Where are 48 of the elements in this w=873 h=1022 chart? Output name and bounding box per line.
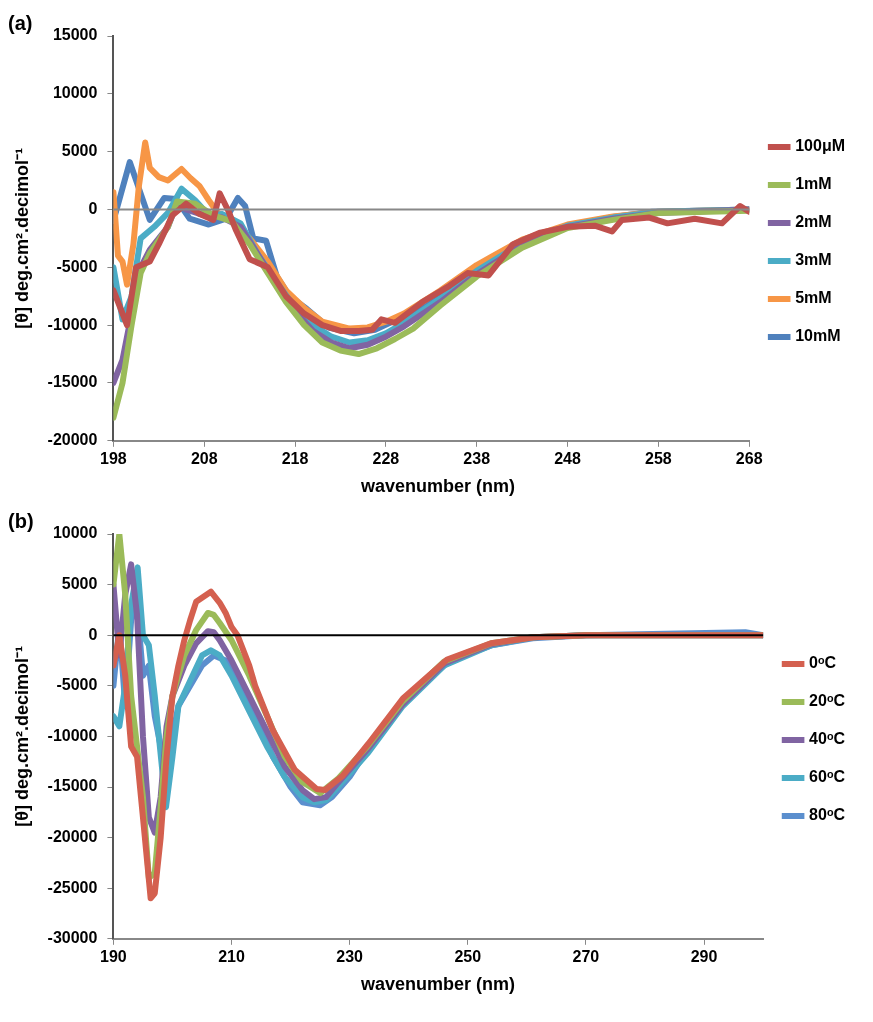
x-tick-label: 198 bbox=[100, 449, 127, 467]
y-axis-title: [θ] deg.cm².decimol⁻¹ bbox=[11, 148, 32, 329]
x-tick-label: 250 bbox=[454, 947, 482, 965]
x-tick-label: 270 bbox=[572, 947, 600, 965]
x-tick-label: 210 bbox=[218, 947, 245, 965]
x-tick-label: 238 bbox=[463, 449, 491, 467]
x-tick-label: 228 bbox=[372, 449, 400, 467]
legend-label: 3mM bbox=[795, 251, 832, 269]
legend-label: 2mM bbox=[795, 213, 832, 231]
y-tick-label: 0 bbox=[88, 199, 98, 217]
y-tick-label: 10000 bbox=[52, 84, 98, 102]
x-tick-label: 208 bbox=[190, 449, 218, 467]
legend-label: 1mM bbox=[795, 175, 832, 193]
y-tick-label: -25000 bbox=[47, 878, 98, 896]
y-tick-label: -15000 bbox=[47, 777, 98, 795]
y-tick-label: -5000 bbox=[56, 676, 98, 694]
legend-label: 80ᵒC bbox=[809, 806, 846, 824]
legend-label: 100μM bbox=[795, 137, 845, 155]
y-tick-label: -20000 bbox=[47, 431, 98, 449]
legend-label: 0ᵒC bbox=[809, 654, 837, 672]
x-tick-label: 218 bbox=[281, 449, 309, 467]
y-tick-label: 10000 bbox=[52, 524, 98, 542]
legend-label: 5mM bbox=[795, 289, 832, 307]
y-tick-label: 15000 bbox=[52, 26, 98, 44]
y-tick-label: -20000 bbox=[47, 828, 98, 846]
y-tick-label: -30000 bbox=[47, 929, 98, 947]
x-tick-label: 290 bbox=[690, 947, 718, 965]
y-tick-label: -10000 bbox=[47, 315, 98, 333]
y-axis-title: [θ] deg.cm².decimol⁻¹ bbox=[11, 646, 32, 827]
y-tick-label: -10000 bbox=[47, 726, 98, 744]
legend-label: 60ᵒC bbox=[809, 768, 846, 786]
x-tick-label: 258 bbox=[645, 449, 672, 467]
chart-title: (b) bbox=[8, 509, 34, 532]
legend-label: 20ᵒC bbox=[809, 692, 846, 710]
x-tick-label: 190 bbox=[100, 947, 127, 965]
chart-title: (a) bbox=[8, 11, 33, 34]
x-axis-title: wavenumber (nm) bbox=[360, 974, 516, 996]
x-tick-label: 248 bbox=[554, 449, 581, 467]
y-tick-label: 5000 bbox=[61, 142, 98, 160]
y-tick-label: 5000 bbox=[61, 575, 98, 593]
x-axis-title: wavenumber (nm) bbox=[360, 476, 516, 498]
y-tick-label: -5000 bbox=[56, 257, 98, 275]
y-tick-label: -15000 bbox=[47, 373, 98, 391]
legend-label: 40ᵒC bbox=[809, 730, 846, 748]
x-tick-label: 230 bbox=[336, 947, 364, 965]
y-tick-label: 0 bbox=[88, 625, 98, 643]
x-tick-label: 268 bbox=[735, 449, 763, 467]
legend-label: 10mM bbox=[795, 327, 841, 345]
